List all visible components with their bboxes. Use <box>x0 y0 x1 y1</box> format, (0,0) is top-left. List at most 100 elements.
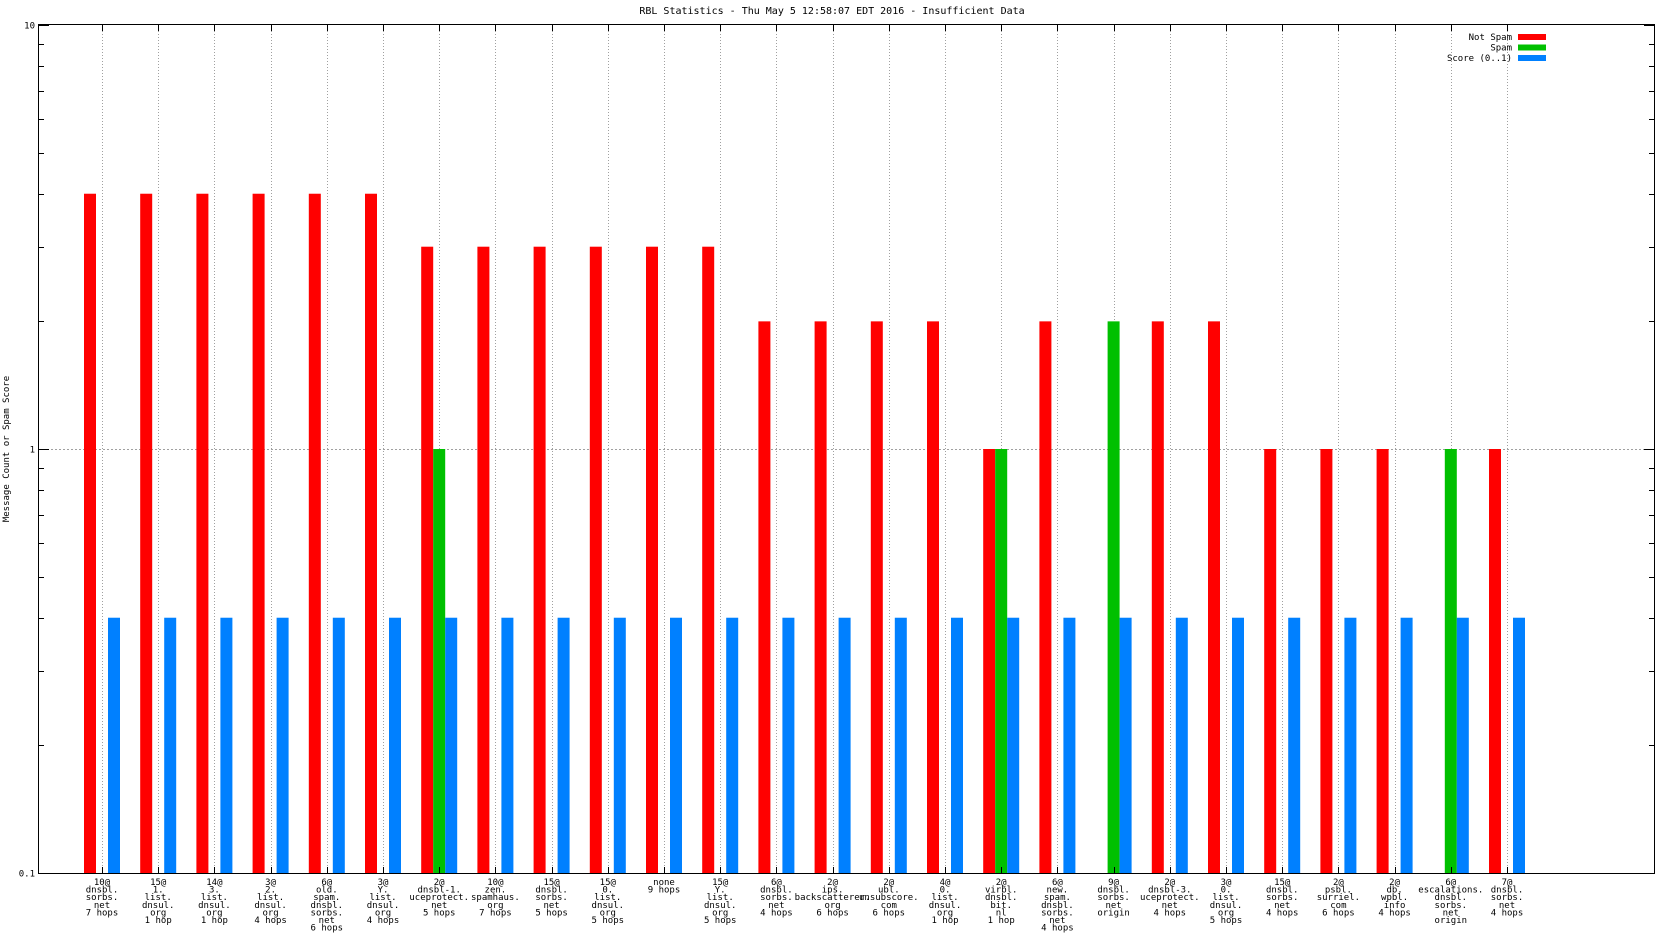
x-tick-label: net <box>1162 901 1178 911</box>
x-tick-label: com <box>1330 901 1346 911</box>
x-tick-label: 4 hops <box>1041 924 1074 934</box>
x-tick-label: dnsbl. <box>311 901 344 911</box>
x-tick-label: net <box>94 901 110 911</box>
bar-score <box>1175 617 1188 873</box>
x-tick-label: origin <box>1435 916 1468 926</box>
x-tick-label: dnsul. <box>929 901 962 911</box>
y-axis-label: Message Count or Spam Score <box>2 376 12 522</box>
bar-score <box>557 617 570 873</box>
x-tick-label: sorbs. <box>86 893 119 903</box>
bar-score <box>1344 617 1357 873</box>
x-tick-label: 6@ <box>321 878 332 888</box>
x-tick-label: 14@ <box>206 878 223 888</box>
x-tick-label: 10@ <box>94 878 111 888</box>
x-tick-label: old. <box>316 886 338 896</box>
x-tick-label: dnsul. <box>254 901 287 911</box>
x-tick-label: 3@ <box>265 878 276 888</box>
bar-not-spam <box>1489 449 1501 873</box>
x-tick-label: list. <box>1212 893 1239 903</box>
x-tick-label: 1. <box>153 886 164 896</box>
x-tick-label: 2@ <box>1164 878 1175 888</box>
x-tick-label: 1 hop <box>201 916 228 926</box>
x-tick-label: com <box>881 901 897 911</box>
bar-not-spam <box>196 193 209 873</box>
x-tick-label: uceprotect. <box>1140 893 1200 903</box>
x-tick-label: ubl. <box>878 886 900 896</box>
bar-not-spam <box>252 193 265 873</box>
x-tick-label: unsubscore. <box>859 893 919 903</box>
bar-score <box>1456 617 1469 873</box>
x-tick-label: 2@ <box>434 878 445 888</box>
x-tick-label: origin <box>1097 908 1130 918</box>
x-tick-label: list. <box>201 893 228 903</box>
bar-score <box>951 617 963 873</box>
x-tick-label: list. <box>594 893 621 903</box>
bar-not-spam <box>84 193 96 873</box>
x-tick-label: sorbs. <box>1435 901 1468 911</box>
x-tick-label: 9 hops <box>648 886 681 896</box>
bar-score <box>332 617 345 873</box>
bars <box>84 193 1525 874</box>
x-tick-label: bit. <box>990 901 1012 911</box>
x-tick-label: 15@ <box>150 878 167 888</box>
x-tick-label: dnsul. <box>1210 901 1243 911</box>
bar-not-spam <box>646 246 658 874</box>
x-tick-label: net <box>768 901 784 911</box>
x-tick-label: list. <box>931 893 958 903</box>
x-tick-label: sorbs. <box>1097 893 1130 903</box>
chart-title: RBL Statistics - Thu May 5 12:58:07 EDT … <box>639 6 1024 17</box>
x-tick-label: 2@ <box>1333 878 1344 888</box>
x-tick-label: 6 hops <box>873 908 906 918</box>
x-tick-label: 5 hops <box>704 916 737 926</box>
x-tick-label: 0. <box>940 886 951 896</box>
legend-label-not-spam: Not Spam <box>1469 33 1512 43</box>
x-tick-label: net <box>1274 901 1290 911</box>
x-tick-label: 6 hops <box>816 908 849 918</box>
x-tick-label: net <box>1499 901 1515 911</box>
x-tick-label: spam. <box>1044 893 1071 903</box>
bar-not-spam <box>927 321 939 873</box>
plot-frame <box>38 24 1655 874</box>
x-tick-label: 0. <box>602 886 613 896</box>
x-tick-label: org <box>712 908 728 918</box>
x-tick-label: sorbs. <box>760 893 793 903</box>
x-tick-label: nl <box>996 908 1007 918</box>
bar-not-spam <box>1208 321 1220 873</box>
x-tick-label: org <box>600 908 616 918</box>
x-tick-label: dnsbl. <box>1435 893 1468 903</box>
bar-not-spam <box>870 321 883 873</box>
x-tick-label: dnsul. <box>592 901 625 911</box>
bar-score <box>276 617 289 873</box>
x-tick-label: 4 hops <box>367 916 400 926</box>
bar-not-spam <box>702 246 715 874</box>
x-tick-label: ips. <box>822 886 844 896</box>
bar-score <box>389 617 401 873</box>
x-tick-label: org <box>262 908 278 918</box>
bar-not-spam <box>983 449 996 873</box>
x-tick-label: spamhaus. <box>471 893 520 903</box>
x-tick-label: 5 hops <box>423 908 456 918</box>
x-tick-label: backscatterer. <box>795 893 871 903</box>
bar-score <box>501 617 514 873</box>
x-tick-label: Y. <box>378 886 389 896</box>
bar-not-spam <box>758 321 771 873</box>
bar-score <box>1288 617 1301 873</box>
x-tick-label: 4 hops <box>254 916 287 926</box>
x-tick-label: dnsbl. <box>86 886 119 896</box>
x-tick-label: uceprotect. <box>409 893 469 903</box>
x-tick-label: dnsbl. <box>1097 886 1130 896</box>
x-tick-label: 2@ <box>996 878 1007 888</box>
x-tick-label: org <box>824 901 840 911</box>
x-tick-label: 2@ <box>883 878 894 888</box>
bar-not-spam <box>1264 449 1277 873</box>
x-tick-label: 15@ <box>600 878 617 888</box>
x-tick-label: wpbl. <box>1381 893 1408 903</box>
x-tick-label: escalations. <box>1418 886 1483 896</box>
x-tick-label: sorbs. <box>1266 893 1299 903</box>
x-tick-label: 3@ <box>1221 878 1232 888</box>
y-tick-label: 1 <box>30 446 35 456</box>
legend-label-spam: Spam <box>1490 44 1512 54</box>
bar-score <box>670 617 682 873</box>
x-tick-label: org <box>937 908 953 918</box>
